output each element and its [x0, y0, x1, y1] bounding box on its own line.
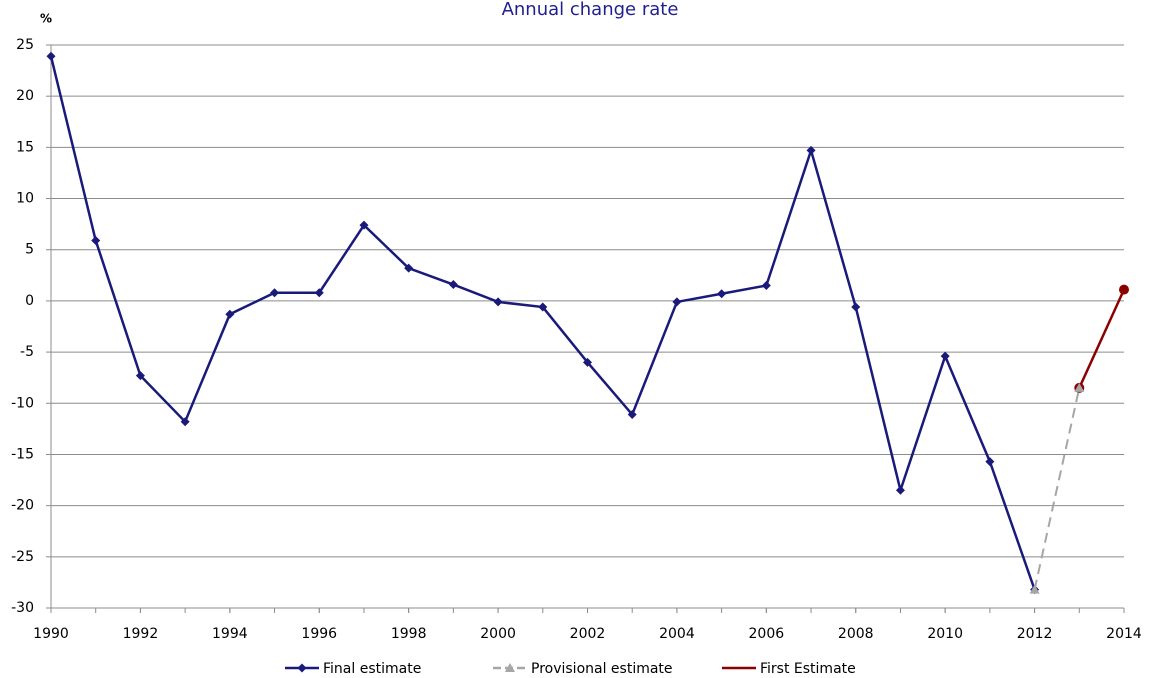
y-tick-label: -15 [11, 446, 34, 462]
point [717, 289, 727, 299]
point [806, 145, 816, 155]
point [672, 297, 682, 307]
y-axis-label: % [40, 12, 52, 26]
y-tick-label: -5 [20, 344, 34, 360]
point [538, 302, 548, 312]
point [583, 357, 592, 367]
legend-item: First Estimate [722, 661, 856, 677]
y-tick-label: 0 [25, 293, 34, 309]
legend-label: First Estimate [760, 661, 856, 677]
legend-item: Provisional estimate [493, 661, 673, 677]
y-tick-label: -10 [11, 395, 34, 411]
legend-label: Final estimate [323, 661, 421, 677]
y-tick-label: 15 [16, 139, 34, 155]
legend-item: Final estimate [285, 661, 421, 677]
x-tick-label: 2002 [570, 626, 606, 642]
point [91, 236, 101, 246]
point [1074, 382, 1085, 392]
point [895, 485, 905, 495]
y-tick-label: 5 [25, 242, 34, 258]
y-tick-label: -25 [11, 549, 34, 565]
point [505, 663, 515, 672]
point [985, 457, 995, 467]
point [46, 51, 56, 61]
series-line [49, 55, 1036, 590]
chart-title: Annual change rate [502, 0, 679, 20]
series-line [1078, 289, 1126, 389]
y-tick-label: 10 [16, 191, 34, 207]
point [627, 410, 637, 420]
point [404, 263, 414, 273]
point [297, 663, 307, 673]
point [180, 417, 190, 427]
y-tick-label: 20 [16, 88, 34, 104]
x-tick-label: 2010 [927, 626, 963, 642]
series [46, 51, 1040, 595]
point [359, 220, 369, 230]
point [493, 297, 503, 307]
x-tick-label: 2014 [1106, 626, 1142, 642]
x-tick-label: 2012 [1017, 626, 1053, 642]
point [225, 309, 235, 319]
y-tick-label: -30 [11, 600, 34, 616]
point [851, 302, 861, 312]
point [314, 288, 324, 298]
x-tick-label: 1996 [301, 626, 337, 642]
x-tick-label: 1994 [212, 626, 248, 642]
x-tick-label: 1990 [33, 626, 69, 642]
x-tick-label: 1998 [391, 626, 427, 642]
x-tick-label: 2000 [480, 626, 516, 642]
x-tick-label: 2008 [838, 626, 874, 642]
point [940, 351, 950, 361]
point [1119, 284, 1129, 295]
point [270, 288, 280, 298]
x-tick-label: 2004 [659, 626, 695, 642]
y-tick-label: -20 [11, 498, 34, 514]
point [448, 280, 458, 290]
series [1029, 382, 1085, 594]
point [1029, 584, 1040, 594]
point [761, 281, 771, 291]
point [135, 371, 145, 381]
series-line [1033, 387, 1081, 590]
legend-label: Provisional estimate [531, 661, 673, 677]
x-tick-label: 2006 [749, 626, 785, 642]
y-tick-label: 25 [16, 37, 34, 53]
x-tick-label: 1992 [123, 626, 159, 642]
